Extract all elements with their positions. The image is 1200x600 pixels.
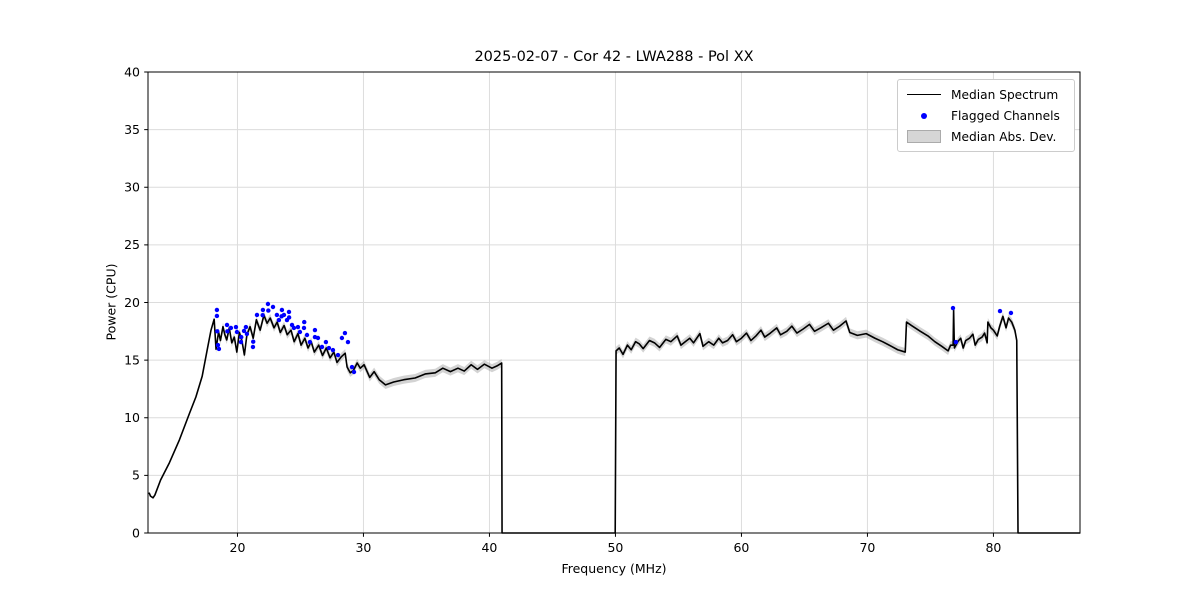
flagged-channel-dot (323, 339, 329, 345)
flagged-channel-dot (1008, 310, 1014, 316)
y-tick-label: 35 (124, 122, 140, 137)
y-tick-label: 15 (124, 352, 140, 367)
flagged-channel-dot (244, 331, 250, 337)
y-tick-label: 5 (132, 468, 140, 483)
flagged-channel-dot (215, 329, 220, 334)
flagged-channel-dot (281, 312, 287, 318)
y-tick-label: 30 (124, 180, 140, 195)
flagged-channel-dot (351, 369, 357, 375)
flagged-channel-dot (339, 335, 345, 341)
y-tick-label: 40 (124, 64, 140, 79)
y-axis-label: Power (CPU) (103, 263, 119, 341)
flagged-channel-dot (214, 307, 220, 313)
flagged-channel-dot (301, 325, 307, 331)
x-tick-label: 50 (607, 540, 623, 555)
flagged-channel-dot (307, 339, 313, 345)
flagged-channel-dot (315, 335, 321, 341)
y-tick-label: 20 (124, 295, 140, 310)
flagged-channel-dot (342, 330, 348, 336)
flagged-channel-dot (216, 346, 222, 352)
flagged-channel-dot (260, 312, 265, 318)
flagged-channel-dot (276, 317, 282, 323)
x-tick-label: 40 (481, 540, 497, 555)
flagged-channel-dot (251, 339, 256, 344)
flagged-channel-dot (335, 352, 341, 358)
x-tick-label: 30 (355, 540, 371, 555)
chart-title: 2025-02-07 - Cor 42 - LWA288 - Pol XX (474, 49, 754, 65)
x-axis-label: Frequency (MHz) (561, 561, 667, 576)
legend-item-flagged-channels: Flagged Channels (905, 105, 1068, 126)
median-spectrum-line-icon (905, 94, 943, 95)
x-tick-label: 20 (230, 540, 246, 555)
flagged-channel-dot (238, 339, 244, 345)
y-tick-label: 0 (132, 525, 140, 540)
legend-label: Median Abs. Dev. (951, 129, 1057, 144)
legend-item-median-spectrum: Median Spectrum (905, 84, 1068, 105)
flagged-channel-dot (312, 327, 318, 333)
median-spectrum-line (148, 309, 1081, 534)
flagged-channel-dot (997, 308, 1003, 314)
flagged-channel-dot (297, 329, 303, 335)
flagged-channel-dot (326, 345, 332, 351)
flagged-channel-dot (266, 308, 271, 313)
flagged-channel-dot (241, 328, 247, 334)
flagged-channel-dot (215, 342, 221, 348)
legend-item-median-abs-dev: Median Abs. Dev. (905, 126, 1068, 147)
flagged-channel-dot (286, 315, 292, 320)
flagged-channel-dot (228, 325, 234, 331)
flagged-channel-dot (224, 322, 230, 328)
flagged-channel-dot (250, 344, 256, 350)
flagged-channel-dot (304, 332, 310, 338)
flagged-channel-dot (302, 319, 307, 325)
flagged-channel-dot (265, 301, 271, 307)
flagged-channel-dot (225, 329, 230, 334)
flagged-channel-dot-icon (905, 112, 943, 119)
flagged-channel-dot (243, 324, 249, 330)
legend: Median Spectrum Flagged Channels Median … (897, 79, 1075, 152)
flagged-channel-dot (953, 339, 959, 345)
flagged-channel-dot (950, 305, 956, 311)
x-tick-label: 80 (985, 540, 1001, 555)
legend-label: Flagged Channels (951, 108, 1060, 123)
flagged-channel-dot (330, 347, 336, 353)
flagged-channel-dot (349, 364, 355, 370)
x-tick-label: 60 (733, 540, 749, 555)
flagged-channel-dot (239, 334, 244, 340)
flagged-channel-dot (260, 307, 266, 313)
flagged-channel-dot (291, 325, 297, 331)
x-tick-label: 70 (859, 540, 875, 555)
flagged-channel-dot (214, 313, 220, 319)
flagged-channel-dot (254, 312, 260, 318)
y-tick-label: 25 (124, 237, 140, 252)
flagged-channel-dot (286, 309, 292, 315)
flagged-channel-dot (233, 324, 239, 330)
legend-label: Median Spectrum (951, 87, 1059, 102)
mad-band (616, 305, 1017, 359)
flagged-channel-dot (270, 304, 276, 310)
mad-band-patch-icon (905, 130, 943, 143)
flagged-channel-dot (279, 307, 285, 313)
flagged-channel-dot (319, 344, 325, 350)
flagged-channel-dot (274, 312, 280, 318)
flagged-channel-dot (345, 339, 351, 345)
flagged-channel-dot (295, 324, 301, 330)
flagged-channel-dot (234, 329, 240, 335)
y-tick-label: 10 (124, 410, 140, 425)
